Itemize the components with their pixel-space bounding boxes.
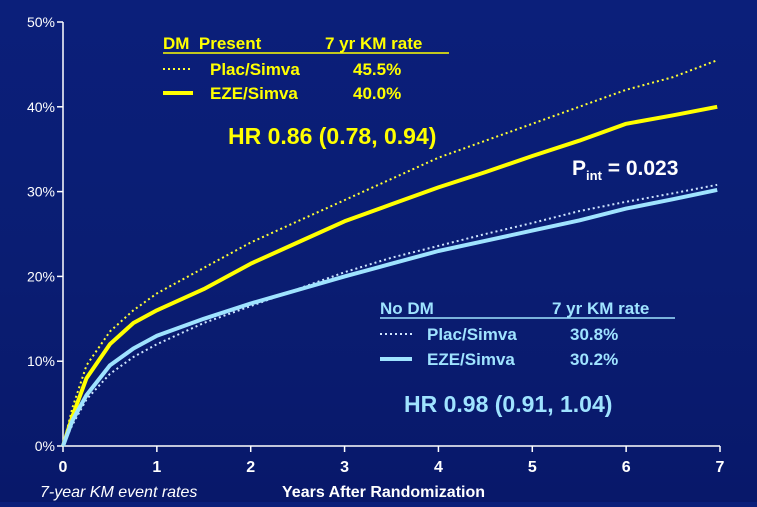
dm-legend-rate-plac: 45.5% [353, 60, 401, 79]
y-tick-label: 0% [35, 438, 55, 454]
x-tick-label: 6 [622, 459, 631, 476]
dm-hr-text: HR 0.86 (0.78, 0.94) [228, 123, 436, 149]
dm-legend-header-rate: 7 yr KM rate [325, 34, 422, 53]
series-line-dm-eze-simva [61, 104, 718, 447]
nodm-legend-label-plac: Plac/Simva [427, 325, 517, 344]
x-tick-label: 4 [434, 459, 443, 476]
footnote: 7-year KM event rates [40, 484, 197, 501]
x-tick-label: 7 [716, 459, 725, 476]
dm-legend-label-eze: EZE/Simva [210, 84, 298, 103]
p-value: = 0.023 [602, 157, 678, 180]
y-tick-label: 20% [27, 268, 55, 284]
x-tick-label: 1 [152, 459, 161, 476]
series-lines [61, 59, 718, 447]
x-tick-label: 2 [246, 459, 255, 476]
nodm-legend-rate-plac: 30.8% [570, 325, 618, 344]
series-line-dm-plac-simva [62, 59, 718, 447]
x-tick-label: 5 [528, 459, 537, 476]
y-tick-label: 30% [27, 184, 55, 200]
y-axis-ticks: 0% 10% 20% 30% 40% 50% [27, 14, 63, 454]
y-tick-label: 50% [27, 14, 55, 30]
nodm-hr-text: HR 0.98 (0.91, 1.04) [404, 391, 612, 417]
dm-legend-label-plac: Plac/Simva [210, 60, 300, 79]
y-tick-label: 10% [27, 353, 55, 369]
dm-legend-header-group: DM Present [163, 34, 262, 53]
nodm-legend: No DM 7 yr KM rate Plac/Simva 30.8% EZE/… [380, 299, 675, 417]
dm-legend-rate-eze: 40.0% [353, 84, 401, 103]
series-line-nodm-plac-simva [62, 183, 718, 447]
x-axis-ticks: 0 1 2 3 4 5 6 7 [59, 446, 725, 476]
p-subscript: int [586, 168, 603, 183]
p-interaction-text: Pint = 0.023 [572, 157, 678, 183]
dm-legend: DM Present 7 yr KM rate Plac/Simva 45.5%… [163, 34, 449, 149]
x-tick-label: 3 [340, 459, 349, 476]
y-tick-label: 40% [27, 99, 55, 115]
x-tick-label: 0 [59, 459, 68, 476]
nodm-legend-label-eze: EZE/Simva [427, 350, 515, 369]
x-axis-label: Years After Randomization [282, 484, 485, 501]
series-line-nodm-eze-simva [61, 187, 718, 447]
nodm-legend-rate-eze: 30.2% [570, 350, 618, 369]
p-label: P [572, 157, 586, 180]
nodm-legend-header-rate: 7 yr KM rate [552, 299, 649, 318]
nodm-legend-header-group: No DM [380, 299, 434, 318]
